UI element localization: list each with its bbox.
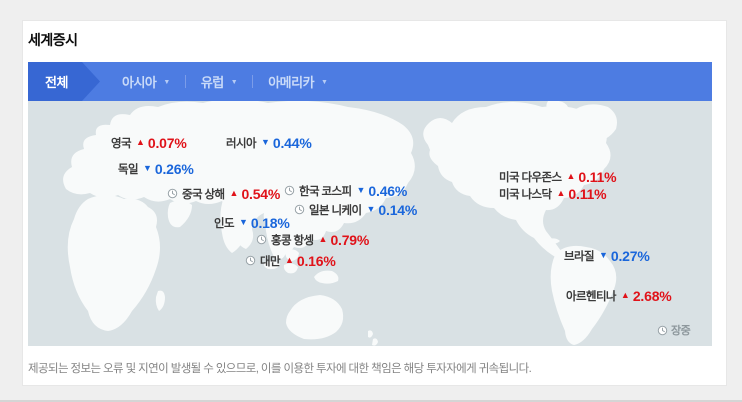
market-value: 0.27%	[610, 247, 650, 264]
chevron-down-icon: ▼	[321, 79, 328, 86]
up-arrow-icon: ▲	[284, 255, 294, 265]
world-markets-card: 세계증시 전체 아시아 ▼ 유럽 ▼ 아메리카 ▼	[22, 20, 727, 386]
up-arrow-icon: ▲	[556, 188, 566, 198]
tab-label: 아메리카	[268, 75, 315, 90]
market-item: 아르헨티나 ▲ 2.68%	[566, 287, 672, 304]
clock-icon	[245, 255, 256, 266]
up-arrow-icon: ▲	[318, 234, 328, 244]
up-arrow-icon: ▲	[566, 171, 576, 181]
down-arrow-icon: ▼	[238, 217, 248, 227]
market-name: 한국 코스피	[299, 185, 352, 198]
tab-america[interactable]: 아메리카 ▼	[268, 72, 328, 91]
market-item: 독일 ▼ 0.26%	[118, 160, 194, 177]
market-item: 미국 나스닥 ▲ 0.11%	[499, 185, 607, 202]
clock-icon	[256, 234, 267, 245]
market-value: 0.44%	[272, 134, 312, 151]
market-item: 일본 니케이 ▼ 0.14%	[294, 201, 418, 218]
market-item: 한국 코스피 ▼ 0.46%	[284, 182, 408, 199]
market-name: 브라질	[564, 250, 595, 263]
market-item: 대만 ▲ 0.16%	[245, 252, 336, 269]
legend-label: 장중	[671, 325, 691, 337]
down-arrow-icon: ▼	[356, 185, 366, 195]
chevron-down-icon: ▼	[163, 79, 170, 86]
market-value: 0.14%	[378, 201, 418, 218]
up-arrow-icon: ▲	[135, 137, 145, 147]
market-item: 인도 ▼ 0.18%	[214, 214, 290, 231]
tab-asia[interactable]: 아시아 ▼	[122, 72, 170, 91]
market-value: 0.07%	[147, 134, 187, 151]
market-name: 미국 나스닥	[499, 188, 552, 201]
tab-label: 아시아	[122, 75, 157, 90]
chevron-down-icon: ▼	[230, 79, 238, 86]
tab-divider	[184, 75, 186, 88]
market-value: 0.18%	[250, 214, 290, 231]
market-value: 0.79%	[330, 231, 370, 248]
tabbar: 전체 아시아 ▼ 유럽 ▼ 아메리카 ▼	[28, 62, 712, 101]
tab-europe[interactable]: 유럽 ▼	[200, 72, 238, 91]
tab-divider	[252, 75, 254, 88]
market-value: 0.54%	[241, 185, 281, 202]
clock-icon	[294, 204, 305, 215]
market-name: 미국 다우존스	[499, 171, 562, 184]
market-name: 러시아	[226, 137, 257, 150]
market-name: 독일	[118, 163, 139, 176]
market-name: 홍콩 항셍	[271, 234, 314, 247]
market-value: 0.11%	[578, 168, 617, 185]
page-title: 세계증시	[28, 32, 78, 48]
market-value: 0.16%	[296, 252, 336, 269]
down-arrow-icon: ▼	[366, 204, 376, 214]
market-open-legend: 장중	[657, 322, 691, 338]
market-value: 2.68%	[632, 287, 672, 304]
market-value: 0.26%	[154, 160, 194, 177]
world-map: 장중 영국 ▲ 0.07% 러시아 ▼ 0.44% 독일 ▼ 0.26% 중국 상해 ▲ 0.54% 한…	[28, 101, 712, 346]
market-item: 러시아 ▼ 0.44%	[226, 134, 312, 151]
market-item: 중국 상해 ▲ 0.54%	[167, 185, 281, 202]
tab-label: 유럽	[200, 75, 224, 90]
market-name: 인도	[214, 217, 235, 230]
market-item: 영국 ▲ 0.07%	[111, 134, 187, 151]
window-bottom-edge	[0, 400, 742, 402]
market-value: 0.46%	[368, 182, 408, 199]
clock-icon	[167, 188, 178, 199]
down-arrow-icon: ▼	[598, 250, 608, 260]
clock-icon	[284, 185, 295, 196]
tab-label: 전체	[45, 75, 68, 90]
market-item: 미국 다우존스 ▲ 0.11%	[499, 168, 617, 185]
market-name: 대만	[260, 255, 281, 268]
market-item: 홍콩 항셍 ▲ 0.79%	[256, 231, 370, 248]
down-arrow-icon: ▼	[260, 137, 270, 147]
up-arrow-icon: ▲	[620, 290, 630, 300]
market-item: 브라질 ▼ 0.27%	[564, 247, 650, 264]
up-arrow-icon: ▲	[229, 188, 239, 198]
market-name: 일본 니케이	[309, 204, 362, 217]
market-name: 아르헨티나	[566, 290, 617, 303]
clock-icon	[657, 325, 668, 336]
market-name: 영국	[111, 137, 132, 150]
market-name: 중국 상해	[182, 188, 225, 201]
market-value: 0.11%	[568, 185, 607, 202]
world-map-image	[63, 101, 617, 346]
disclaimer-text: 제공되는 정보는 오류 및 지연이 발생될 수 있으므로, 이를 이용한 투자에…	[28, 363, 532, 375]
tab-all[interactable]: 전체	[28, 62, 100, 101]
down-arrow-icon: ▼	[142, 163, 152, 173]
